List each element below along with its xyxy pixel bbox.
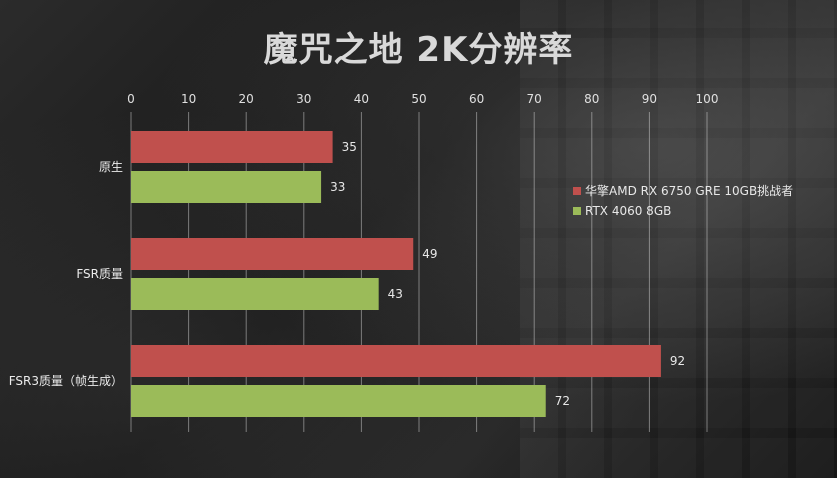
category-label: FSR质量 (76, 267, 123, 281)
x-tick-label: 30 (296, 92, 311, 106)
category-label: 原生 (99, 160, 123, 174)
data-label: 92 (670, 354, 685, 368)
bar-amd-2 (131, 345, 661, 377)
category-label: FSR3质量（帧生成） (9, 374, 123, 388)
chart-title: 魔咒之地 2K分辨率 (263, 30, 574, 70)
data-label: 35 (342, 140, 357, 154)
bar-amd-0 (131, 131, 333, 163)
bar-amd-1 (131, 238, 414, 270)
legend-label: RTX 4060 8GB (585, 204, 671, 218)
data-label: 49 (422, 247, 437, 261)
x-tick-label: 60 (469, 92, 484, 106)
x-tick-label: 10 (181, 92, 196, 106)
bar-rtx-2 (131, 385, 546, 417)
legend-swatch (573, 207, 581, 215)
legend-swatch (573, 187, 581, 195)
x-tick-label: 0 (127, 92, 135, 106)
x-tick-label: 50 (411, 92, 426, 106)
data-label: 43 (388, 287, 403, 301)
data-label: 72 (555, 394, 570, 408)
x-tick-label: 90 (642, 92, 657, 106)
bar-rtx-1 (131, 278, 379, 310)
bar-rtx-0 (131, 171, 322, 203)
x-tick-label: 70 (527, 92, 542, 106)
x-tick-label: 100 (696, 92, 719, 106)
x-tick-label: 80 (584, 92, 599, 106)
background-texture (520, 0, 837, 478)
legend-label: 华擎AMD RX 6750 GRE 10GB挑战者 (585, 183, 793, 198)
x-tick-label: 20 (239, 92, 254, 106)
data-label: 33 (330, 180, 345, 194)
x-tick-label: 40 (354, 92, 369, 106)
